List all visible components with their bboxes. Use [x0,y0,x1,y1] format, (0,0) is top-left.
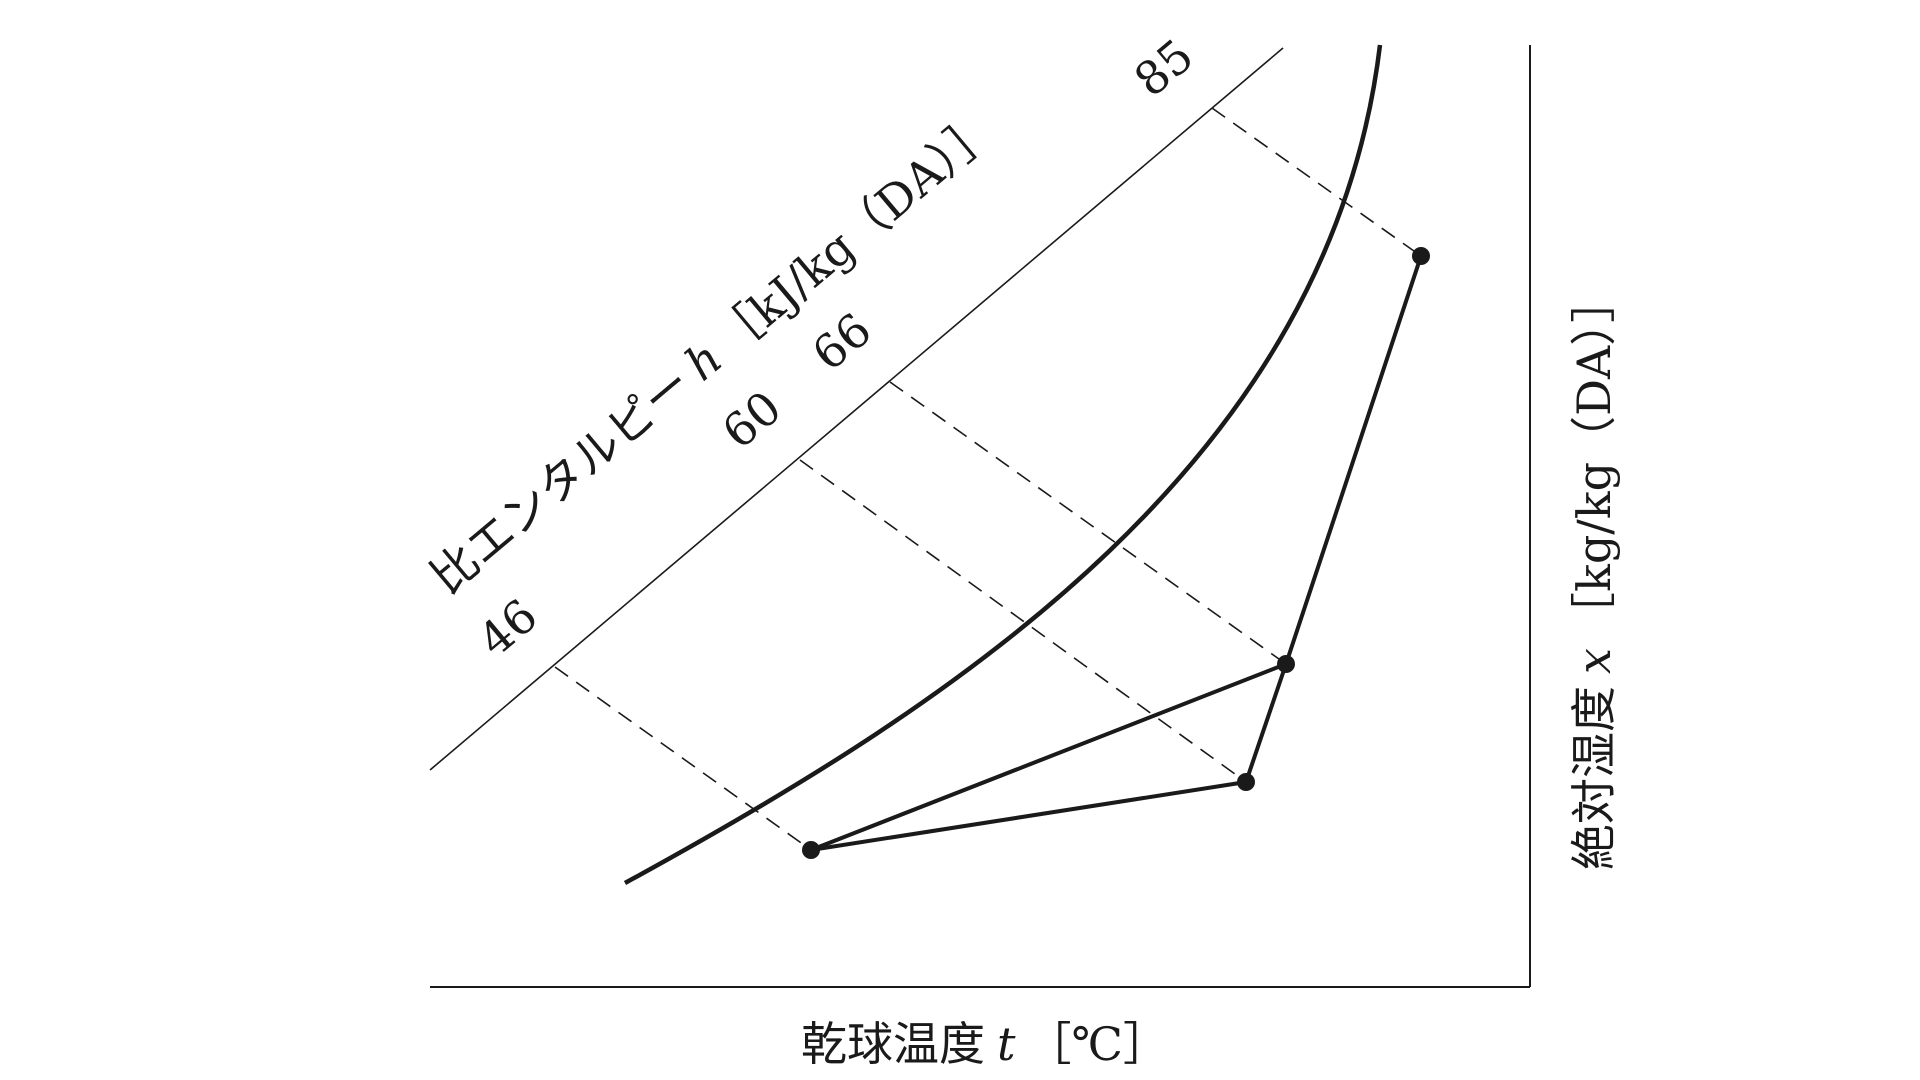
y-axis-label-text: 絶対湿度 [1567,686,1621,870]
state-point-4 [1412,247,1430,265]
x-axis-label: 乾球温度 t ［℃］ [801,1017,1169,1071]
enthalpy-tick-60: 60 [712,380,792,459]
y-axis-symbol: x [1567,648,1621,674]
state-point-1 [802,841,820,859]
enthalpy-dashed-line-60 [799,459,1247,783]
enthalpy-label-text: 比エンタルピー [420,356,701,604]
process-line-2-3 [1244,663,1288,783]
enthalpy-tick-85: 85 [1124,28,1204,107]
x-axis-symbol: t [997,1017,1016,1071]
state-point-2 [1237,773,1255,791]
process-line-1-2 [810,780,1247,852]
enthalpy-dashed-line-85 [1211,107,1422,257]
process-line-1-3 [810,662,1287,852]
x-axis-unit: ［℃］ [1026,1017,1169,1071]
x-axis-label-text: 乾球温度 [801,1017,985,1071]
enthalpy-scale-line [429,47,1284,771]
enthalpy-tick-66: 66 [802,302,882,381]
y-axis-unit: ［kg/kg（DA）］ [1567,277,1621,638]
saturation-curve [623,44,1383,885]
enthalpy-dashed-line-46 [554,666,812,851]
state-point-3 [1277,655,1295,673]
enthalpy-axis-label: 比エンタルピーh［kJ/kg（DA）］ [420,100,1006,604]
y-axis-label: 絶対湿度 x ［kg/kg（DA）］ [1567,277,1621,870]
enthalpy-dashed-line-66 [889,381,1287,665]
enthalpy-tick-46: 46 [468,588,548,667]
process-line-3-4 [1284,255,1423,665]
